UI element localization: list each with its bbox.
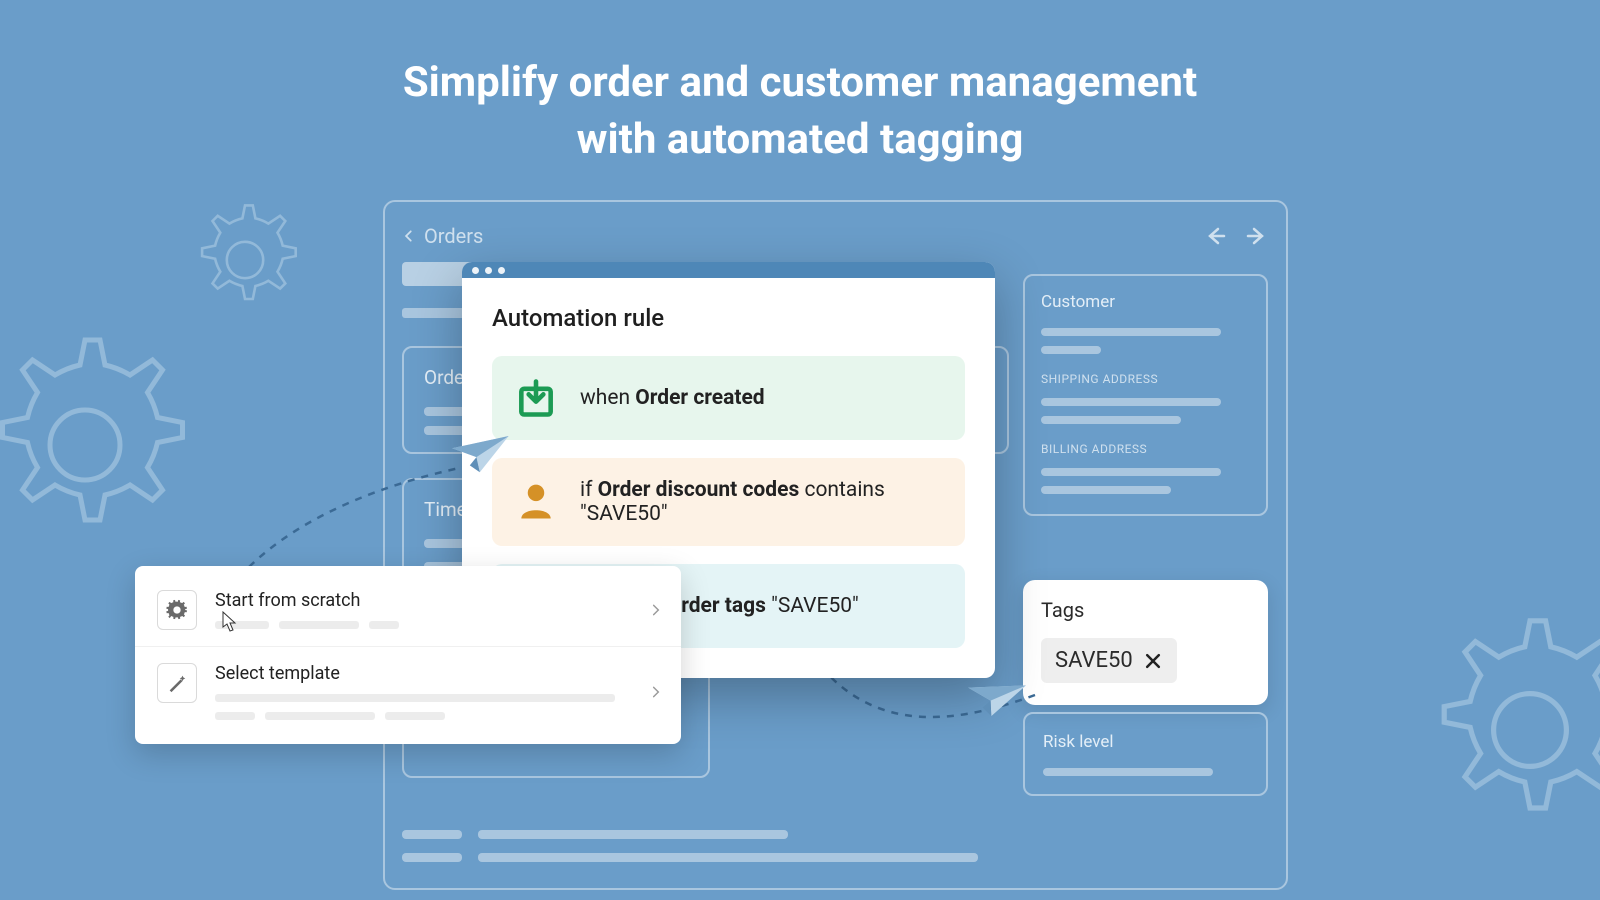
window-dot bbox=[498, 267, 505, 274]
page-headline: Simplify order and customer management w… bbox=[0, 55, 1600, 168]
gear-icon bbox=[157, 590, 197, 630]
placeholder-line bbox=[478, 830, 788, 839]
tags-title: Tags bbox=[1041, 598, 1250, 622]
placeholder-line bbox=[1041, 328, 1221, 336]
window-titlebar bbox=[462, 262, 995, 278]
magic-wand-icon bbox=[157, 663, 197, 703]
placeholder-line bbox=[1041, 346, 1101, 354]
placeholder-line bbox=[402, 853, 462, 862]
rule-text: if Order discount codes contains "SAVE50… bbox=[580, 478, 943, 526]
bottom-placeholder-lines bbox=[402, 830, 978, 862]
placeholder-line bbox=[402, 830, 462, 839]
cursor-icon bbox=[220, 611, 240, 633]
arrow-right-icon[interactable] bbox=[1244, 224, 1268, 248]
paper-plane-icon bbox=[447, 424, 511, 480]
arrow-left-icon[interactable] bbox=[1204, 224, 1228, 248]
rule-prefix: when bbox=[580, 386, 635, 410]
placeholder-line bbox=[1041, 486, 1171, 494]
rule-text: when Order created bbox=[580, 386, 765, 410]
rule-bold: Order created bbox=[635, 386, 764, 410]
gear-decor-small bbox=[180, 195, 310, 325]
placeholder-line bbox=[1041, 398, 1221, 406]
option-placeholder-lines bbox=[215, 621, 659, 629]
options-panel: Start from scratch Select template bbox=[135, 566, 681, 744]
tags-card: Tags SAVE50 bbox=[1023, 580, 1268, 705]
rule-suffix: "SAVE50" bbox=[766, 594, 859, 618]
option-title: Start from scratch bbox=[215, 590, 659, 611]
risk-card: Risk level bbox=[1023, 712, 1268, 796]
inbox-download-icon bbox=[514, 376, 558, 420]
risk-title: Risk level bbox=[1043, 732, 1248, 752]
option-start-from-scratch[interactable]: Start from scratch bbox=[135, 574, 681, 646]
shipping-heading: SHIPPING ADDRESS bbox=[1041, 372, 1250, 386]
chevron-right-icon bbox=[649, 682, 663, 702]
customer-card: Customer SHIPPING ADDRESS BILLING ADDRES… bbox=[1023, 274, 1268, 516]
option-title: Select template bbox=[215, 663, 659, 684]
window-dot bbox=[472, 267, 479, 274]
tag-chip[interactable]: SAVE50 bbox=[1041, 638, 1177, 683]
placeholder-line bbox=[1041, 416, 1181, 424]
headline-line1: Simplify order and customer management bbox=[403, 58, 1197, 107]
right-column: Customer SHIPPING ADDRESS BILLING ADDRES… bbox=[1023, 274, 1268, 516]
placeholder-line bbox=[1041, 468, 1221, 476]
nav-arrows bbox=[1204, 224, 1268, 248]
headline-line2: with automated tagging bbox=[577, 115, 1024, 164]
close-icon[interactable] bbox=[1143, 651, 1163, 671]
automation-title: Automation rule bbox=[492, 304, 965, 332]
rule-condition[interactable]: if Order discount codes contains "SAVE50… bbox=[492, 458, 965, 546]
option-placeholder-lines bbox=[215, 694, 659, 720]
breadcrumb-label: Orders bbox=[424, 224, 483, 248]
chevron-left-icon bbox=[402, 229, 416, 243]
rule-prefix: if bbox=[580, 478, 598, 502]
tag-chip-label: SAVE50 bbox=[1055, 648, 1133, 673]
person-icon bbox=[514, 480, 558, 524]
rule-bold: Order discount codes bbox=[598, 478, 800, 502]
rule-trigger[interactable]: when Order created bbox=[492, 356, 965, 440]
breadcrumb[interactable]: Orders bbox=[402, 224, 483, 248]
option-select-template[interactable]: Select template bbox=[135, 646, 681, 736]
customer-title: Customer bbox=[1041, 292, 1250, 312]
gear-decor-right bbox=[1400, 600, 1600, 860]
billing-heading: BILLING ADDRESS bbox=[1041, 442, 1250, 456]
gear-decor-large bbox=[0, 320, 210, 570]
window-dot bbox=[485, 267, 492, 274]
placeholder-line bbox=[1043, 768, 1213, 776]
placeholder-line bbox=[478, 853, 978, 862]
chevron-right-icon bbox=[649, 600, 663, 620]
